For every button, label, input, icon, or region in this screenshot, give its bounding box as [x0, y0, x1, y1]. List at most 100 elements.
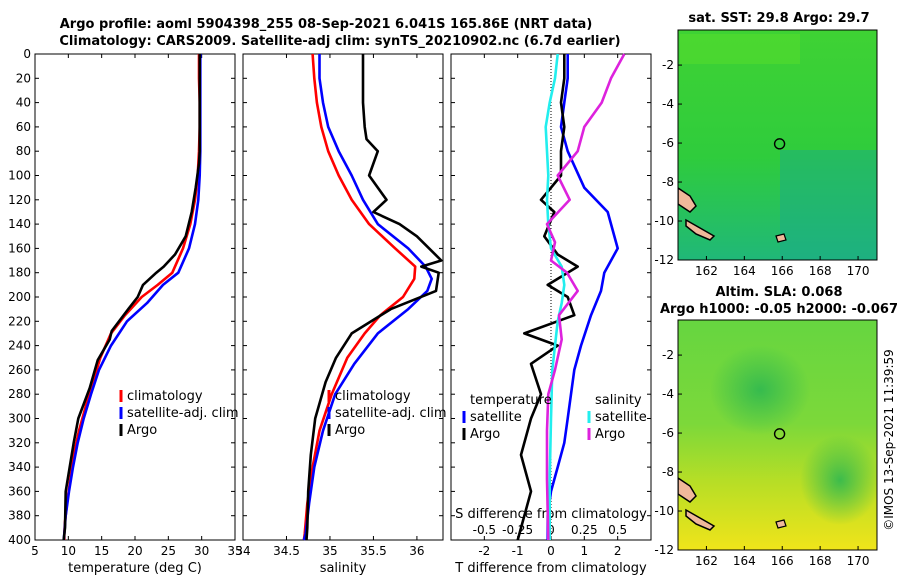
legend-satellite-adj-clim: satellite-adj. clim: [335, 406, 447, 421]
x-tick-label: 0: [547, 544, 555, 558]
map-x-tick-label: 166: [771, 554, 794, 568]
x-tick-label: 35: [227, 544, 242, 558]
temperature-panel: 0 20 40 60 80 100 120 140 160 180 200 220 240 260 280 3…: [8, 47, 243, 576]
y-tick-label: 200: [8, 290, 31, 304]
imos-timestamp: ©IMOS 13-Sep-2021 11:39:59: [882, 349, 896, 531]
x-tick-label: 1: [581, 544, 589, 558]
y-tick-label: 260: [8, 363, 31, 377]
sla-map-frame: [677, 319, 878, 551]
satellite-adj-clim-line: [302, 54, 434, 541]
x-axis-label: salinity: [320, 561, 367, 576]
y-tick-label: 240: [8, 339, 31, 353]
sst-island-1: [678, 187, 697, 213]
sst-map-axes: 162 164 166 168 170 -2 -4 -6 -8 -10 -12: [654, 58, 869, 278]
sla-island-3: [775, 519, 787, 529]
map-y-tick-label: -12: [654, 543, 674, 557]
climatology-line: [302, 53, 417, 541]
s-tick-label: 0.5: [608, 523, 627, 537]
figure-title-line1: Argo profile: aoml 5904398_255 08-Sep-20…: [60, 17, 593, 32]
sst-map-title: sat. SST: 29.8 Argo: 29.7: [688, 11, 869, 26]
map-x-tick-label: 170: [847, 264, 870, 278]
legend-t-argo: Argo: [470, 427, 500, 442]
legend-climatology: climatology: [127, 389, 203, 404]
s-argo-diff-line: [545, 53, 626, 541]
legend-salinity-heading: salinity: [595, 393, 642, 408]
figure-title-line2: Climatology: CARS2009. Satellite-adj cli…: [59, 34, 620, 49]
y-tick-label: 340: [8, 460, 31, 474]
sla-map-axes: 162 164 166 168 170 -2 -4 -6 -8 -10 -12: [654, 348, 869, 568]
s-tick-label: -0.5: [473, 523, 496, 537]
map-x-tick-label: 166: [771, 264, 794, 278]
sla-low-patch-1: [710, 345, 810, 435]
salinity-panel-frame: [242, 53, 444, 541]
map-y-tick-label: -2: [662, 348, 674, 362]
y-tick-label: 220: [8, 314, 31, 328]
sla-island-1: [678, 477, 697, 503]
x-tick-label: 2: [614, 544, 622, 558]
argo-line: [62, 54, 201, 541]
t-satellite-diff-line: [546, 54, 620, 540]
s-tick-label: 0: [547, 523, 555, 537]
map-x-tick-label: 162: [695, 554, 718, 568]
map-y-tick-label: -4: [662, 387, 674, 401]
x-tick-label: -1: [512, 544, 524, 558]
y-tick-label: 180: [8, 266, 31, 280]
x-tick-label: 34.5: [273, 544, 300, 558]
map-x-tick-label: 162: [695, 264, 718, 278]
x-tick-label: 34: [235, 544, 250, 558]
difference-panel: -2 -1 0 1 2 T difference from climatology -0.5…: [450, 53, 652, 576]
y-tick-label: 40: [16, 96, 31, 110]
sst-island-3: [775, 233, 787, 243]
x-axis-label: temperature (deg C): [68, 561, 202, 576]
y-tick-label: 140: [8, 217, 31, 231]
map-y-tick-label: -10: [654, 214, 674, 228]
sst-map-frame: [677, 29, 878, 261]
map-y-tick-label: -2: [662, 58, 674, 72]
map-y-tick-label: -6: [662, 136, 674, 150]
legend-s-satellite: satellite: [595, 410, 647, 425]
legend-s-argo: Argo: [595, 427, 625, 442]
y-tick-label: 60: [16, 120, 31, 134]
sst-island-2: [685, 218, 716, 241]
x-axis-label: T difference from climatology: [454, 561, 647, 576]
y-tick-label: 160: [8, 241, 31, 255]
x-tick-label: -2: [478, 544, 490, 558]
map-y-tick-label: -8: [662, 465, 674, 479]
y-tick-label: 380: [8, 509, 31, 523]
sst-field: [678, 30, 877, 260]
s-tick-label: 0.25: [571, 523, 598, 537]
map-x-tick-label: 168: [809, 554, 832, 568]
legend-climatology: climatology: [335, 389, 411, 404]
sst-cool-patch: [780, 150, 877, 260]
map-x-tick-label: 168: [809, 264, 832, 278]
map-y-tick-label: -12: [654, 253, 674, 267]
legend-temperature-heading: temperature: [470, 393, 552, 408]
sla-map: Altim. SLA: 0.068 Argo h1000: -0.05 h200…: [654, 285, 898, 568]
y-tick-label: 100: [8, 169, 31, 183]
y-tick-label: 280: [8, 387, 31, 401]
s-tick-label: -0.25: [502, 523, 533, 537]
sla-map-title-line1: Altim. SLA: 0.068: [716, 285, 843, 300]
sla-low-patch-2: [800, 435, 877, 525]
sst-argo-location-marker: [773, 138, 786, 150]
legend-satellite-adj-clim: satellite-adj. clim: [127, 406, 239, 421]
x-tick-label: 10: [61, 544, 76, 558]
x-tick-label: 35.5: [360, 544, 387, 558]
profile-panels: 0204060801001201401601802002202402602803…: [8, 47, 652, 576]
temperature-panel-frame: [34, 53, 236, 541]
x-tick-label: 30: [194, 544, 209, 558]
s-axis-label: S difference from climatology: [455, 507, 647, 522]
map-y-tick-label: -6: [662, 426, 674, 440]
map-y-tick-label: -10: [654, 504, 674, 518]
y-tick-label: 20: [16, 71, 31, 85]
legend-argo: Argo: [127, 423, 157, 438]
legend-t-satellite: satellite: [470, 410, 522, 425]
x-tick-label: 5: [31, 544, 39, 558]
map-x-tick-label: 170: [847, 554, 870, 568]
sst-warm-patch: [680, 34, 800, 64]
x-tick-label: 15: [94, 544, 109, 558]
y-tick-label: 0: [23, 47, 31, 61]
x-tick-label: 36: [409, 544, 424, 558]
x-tick-label: 35: [322, 544, 337, 558]
